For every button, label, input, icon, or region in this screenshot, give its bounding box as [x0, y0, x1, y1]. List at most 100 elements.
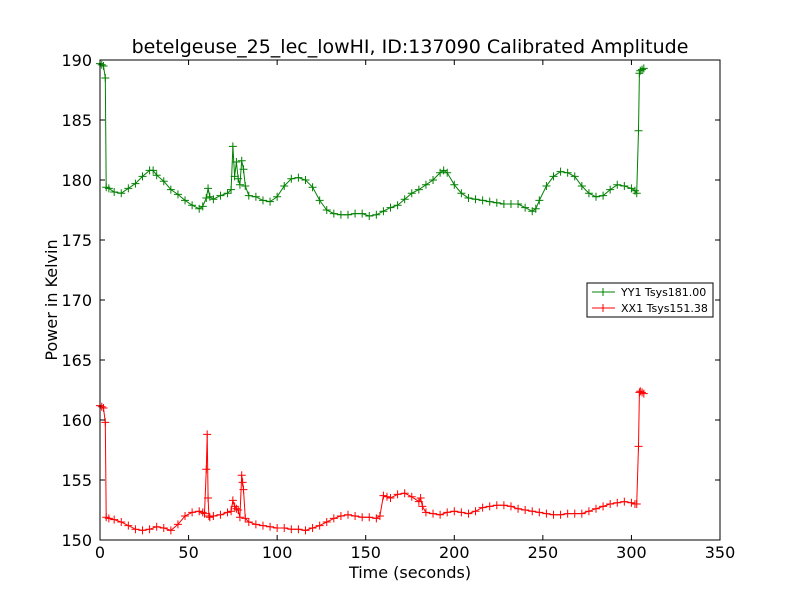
data-point-marker — [238, 478, 247, 487]
data-point-marker — [101, 74, 110, 82]
data-point-marker — [209, 195, 218, 204]
data-point-marker — [159, 177, 168, 186]
data-point-marker — [251, 520, 260, 529]
data-point-marker — [159, 524, 168, 532]
data-point-marker — [131, 179, 140, 188]
data-point-marker — [244, 518, 253, 526]
data-point-marker — [204, 494, 213, 502]
data-point-marker — [613, 180, 622, 189]
data-point-marker — [181, 196, 190, 205]
data-point-marker — [273, 192, 282, 201]
y-tick-label: 180 — [61, 171, 92, 190]
data-point-marker — [632, 500, 641, 508]
data-point-marker — [204, 184, 213, 193]
data-point-marker — [549, 172, 558, 181]
data-point-marker — [266, 522, 275, 531]
data-point-marker — [379, 491, 388, 500]
data-point-marker — [457, 508, 466, 517]
data-point-marker — [506, 502, 515, 511]
data-point-marker — [124, 521, 133, 530]
data-point-marker — [223, 189, 232, 198]
data-point-marker — [232, 504, 241, 513]
data-point-marker — [492, 198, 501, 207]
x-tick-label: 350 — [705, 543, 736, 562]
data-point-marker — [266, 197, 275, 206]
data-point-marker — [287, 525, 296, 534]
data-point-marker — [237, 156, 246, 165]
legend-marker — [599, 288, 607, 296]
data-point-marker — [506, 200, 515, 208]
x-tick-label: 150 — [350, 543, 381, 562]
data-point-marker — [429, 509, 438, 518]
data-point-marker — [329, 514, 338, 523]
data-point-marker — [450, 180, 459, 189]
data-point-marker — [620, 182, 629, 190]
data-point-marker — [329, 209, 338, 218]
y-tick-label: 155 — [61, 471, 92, 490]
data-point-marker — [464, 194, 473, 202]
y-tick-label: 175 — [61, 231, 92, 250]
data-point-marker — [577, 182, 586, 190]
data-point-marker — [577, 509, 586, 518]
data-point-marker — [407, 492, 416, 501]
data-point-marker — [258, 521, 267, 530]
data-point-marker — [499, 501, 508, 510]
data-point-marker — [124, 184, 133, 193]
data-point-marker — [173, 520, 182, 529]
data-point-marker — [152, 171, 161, 180]
data-point-marker — [400, 489, 409, 498]
data-point-marker — [514, 504, 523, 513]
data-point-marker — [429, 176, 438, 184]
data-point-marker — [198, 508, 207, 517]
data-point-marker — [414, 497, 423, 506]
data-point-marker — [485, 197, 494, 206]
data-point-marker — [294, 525, 303, 534]
data-point-marker — [241, 514, 250, 523]
data-point-marker — [632, 189, 641, 198]
data-point-marker — [228, 142, 237, 151]
data-point-marker — [358, 209, 367, 218]
data-point-marker — [365, 513, 374, 522]
data-point-marker — [382, 492, 391, 501]
data-point-marker — [301, 176, 310, 184]
data-point-marker — [117, 189, 126, 198]
data-point-marker — [499, 200, 508, 208]
data-point-marker — [258, 196, 267, 205]
data-point-marker — [570, 509, 579, 518]
data-point-marker — [195, 507, 204, 516]
data-point-marker — [638, 388, 647, 397]
chart-title: betelgeuse_25_lec_lowHI, ID:137090 Calib… — [132, 36, 689, 58]
data-point-marker — [227, 185, 236, 194]
data-point-marker — [358, 513, 367, 522]
data-point-marker — [407, 189, 416, 198]
data-point-marker — [104, 184, 113, 193]
data-point-marker — [634, 126, 643, 135]
data-point-marker — [99, 404, 108, 412]
data-point-marker — [138, 172, 147, 181]
data-point-marker — [549, 510, 558, 519]
data-point-marker — [241, 182, 250, 190]
y-axis: 150 155 160 165 170 175 180 185 190 — [61, 51, 720, 550]
data-point-marker — [97, 60, 106, 69]
data-point-marker — [336, 512, 345, 520]
data-point-marker — [200, 509, 209, 518]
data-point-marker — [344, 510, 352, 519]
series-2 — [96, 387, 648, 535]
data-point-marker — [638, 65, 647, 74]
data-point-marker — [232, 158, 241, 166]
data-point-marker — [542, 182, 551, 190]
data-point-marker — [421, 180, 430, 189]
data-point-marker — [308, 183, 317, 192]
data-point-marker — [416, 494, 425, 502]
data-point-marker — [535, 508, 544, 517]
data-point-marker — [239, 485, 248, 494]
data-point-marker — [280, 182, 289, 190]
data-point-marker — [592, 504, 600, 513]
series-1 — [96, 59, 648, 220]
data-point-marker — [152, 522, 161, 531]
legend-item-1: YY1 Tsys181.00 — [592, 286, 706, 299]
data-point-marker — [216, 191, 225, 200]
data-point-marker — [166, 185, 175, 194]
data-point-marker — [315, 196, 324, 205]
